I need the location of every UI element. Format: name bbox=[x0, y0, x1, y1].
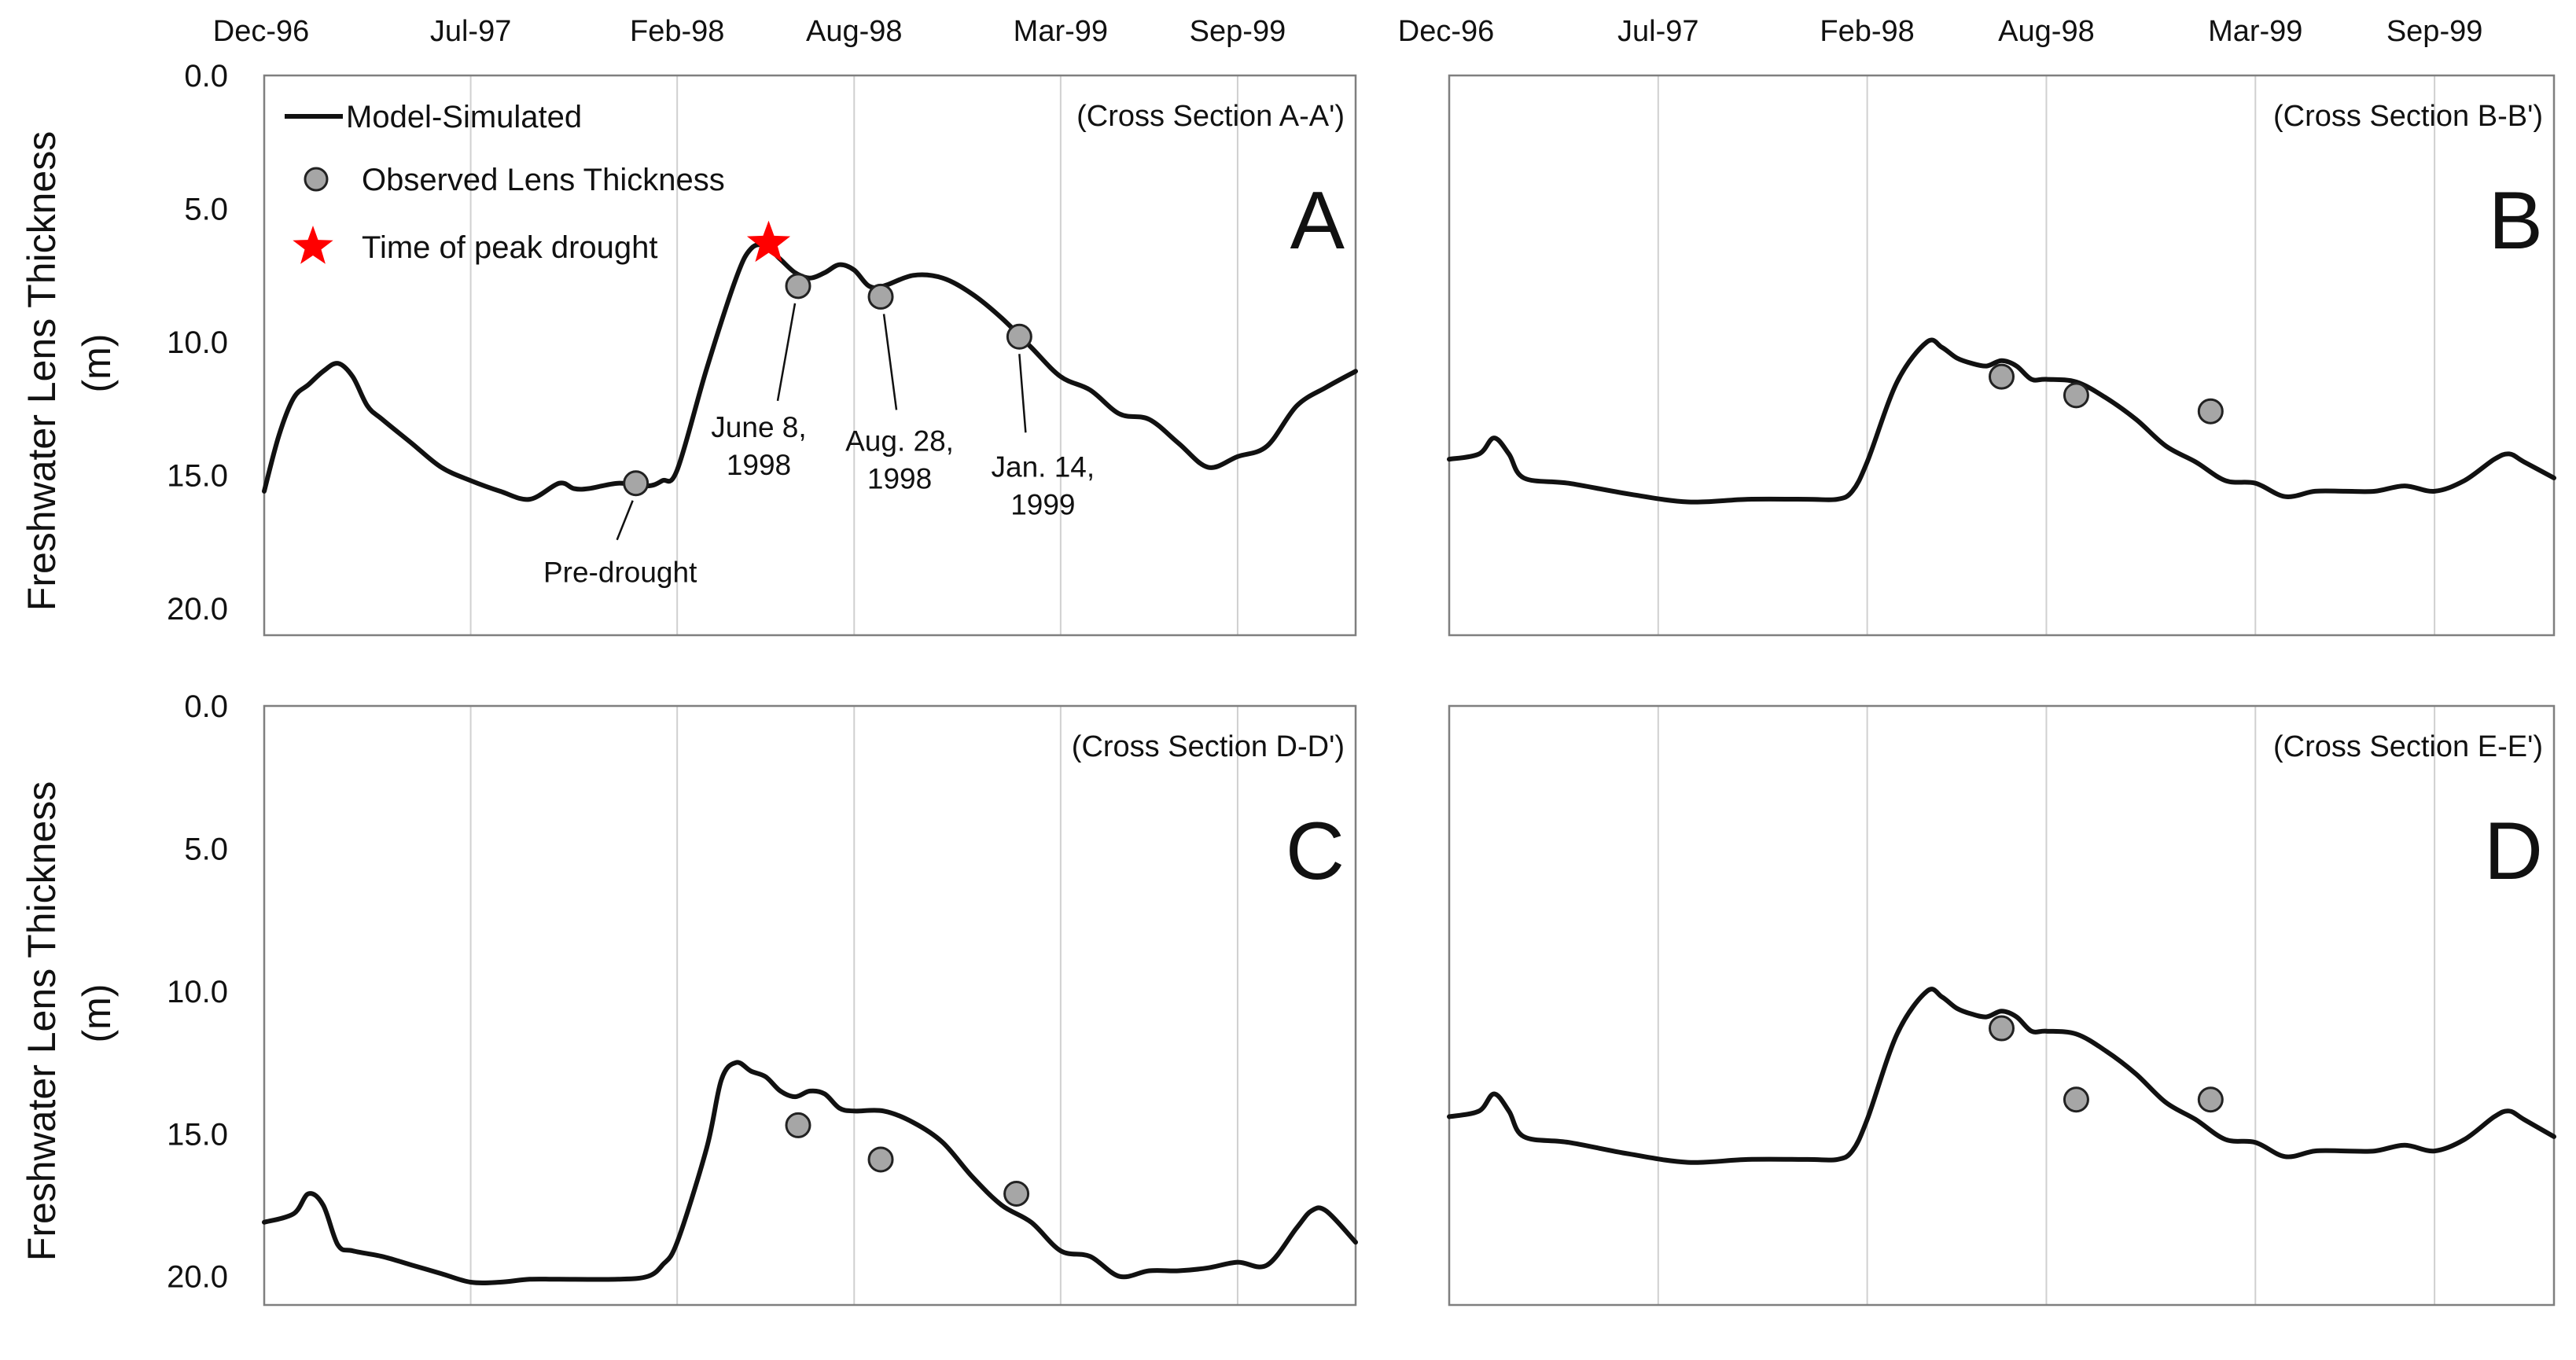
x-tick-label: Sep-99 bbox=[1190, 15, 1286, 48]
y-tick-label: 0.0 bbox=[184, 59, 228, 94]
y-tick-label: 15.0 bbox=[167, 1117, 228, 1152]
observed-point bbox=[2197, 398, 2224, 425]
legend-circle-symbol bbox=[304, 167, 329, 192]
y-axis-title-unit: (m) bbox=[75, 334, 119, 393]
x-tick-label: Dec-96 bbox=[1398, 15, 1495, 48]
y-tick-label: 20.0 bbox=[167, 1260, 228, 1295]
legend: Model-Simulated Observed Lens Thickness Ti… bbox=[285, 100, 725, 265]
observed-point bbox=[2063, 1086, 2089, 1113]
y-tick-label: 15.0 bbox=[167, 459, 228, 494]
y-axis-titles: Freshwater Lens Thickness (m)0.05.010.015… bbox=[20, 59, 228, 1295]
model-simulated-line bbox=[262, 1060, 1358, 1285]
x-tick-label: Jul-97 bbox=[1617, 15, 1699, 48]
plot-frame bbox=[1448, 704, 2556, 1307]
panel-title: (Cross Section E-E') bbox=[2273, 730, 2543, 763]
x-tick-label: Sep-99 bbox=[2386, 15, 2483, 48]
y-tick-label: 0.0 bbox=[184, 689, 228, 724]
observed-point bbox=[1989, 363, 2015, 390]
panel-b: (Cross Section B-B') B bbox=[1447, 74, 2556, 637]
panel-title: (Cross Section A-A') bbox=[1076, 100, 1345, 133]
annotation-label: Pre-drought bbox=[543, 557, 697, 589]
y-axis-title: Freshwater Lens Thickness bbox=[20, 131, 64, 611]
observed-point bbox=[2063, 382, 2089, 409]
top-x-axis: Dec-96 Jul-97 Feb-98 Aug-98 Mar-99 Sep-99 Dec-… bbox=[213, 15, 2483, 48]
x-tick-label: Jul-97 bbox=[430, 15, 512, 48]
annotation-leader bbox=[1018, 354, 1027, 433]
x-tick-label: Feb-98 bbox=[630, 15, 724, 48]
annotation-label: Jan. 14, bbox=[992, 450, 1095, 483]
y-tick-label: 5.0 bbox=[184, 193, 228, 227]
panel-letter: C bbox=[1286, 806, 1345, 897]
observed-point bbox=[2197, 1086, 2224, 1113]
panel-letter: D bbox=[2484, 806, 2543, 897]
annotation-label: June 8, bbox=[711, 411, 806, 443]
x-tick-label: Aug-98 bbox=[806, 15, 903, 48]
panel-c: (Cross Section D-D') C bbox=[262, 704, 1358, 1307]
legend-label: Model-Simulated bbox=[346, 100, 582, 134]
plot-frame bbox=[263, 74, 1357, 637]
y-tick-label: 20.0 bbox=[167, 592, 228, 627]
annotation-label: 1998 bbox=[727, 449, 791, 481]
x-tick-label: Dec-96 bbox=[213, 15, 310, 48]
legend-label: Time of peak drought bbox=[362, 230, 658, 265]
y-tick-label: 10.0 bbox=[167, 975, 228, 1009]
y-tick-label: 10.0 bbox=[167, 325, 228, 360]
panel-title: (Cross Section B-B') bbox=[2273, 100, 2543, 133]
x-tick-label: Mar-99 bbox=[1014, 15, 1108, 48]
y-axis-title: Freshwater Lens Thickness bbox=[20, 781, 64, 1261]
annotation-label: 1998 bbox=[867, 462, 932, 494]
observed-point bbox=[785, 273, 811, 300]
panel-a: (Cross Section A-A') A Model-Simulated Obse… bbox=[262, 74, 1358, 637]
annotation-label: Aug. 28, bbox=[845, 425, 954, 457]
annotation-label: 1999 bbox=[1010, 488, 1075, 520]
legend-label: Observed Lens Thickness bbox=[362, 163, 725, 197]
plot-frame bbox=[263, 704, 1357, 1307]
panel-letter: B bbox=[2489, 175, 2543, 266]
x-tick-label: Feb-98 bbox=[1820, 15, 1914, 48]
observed-point bbox=[785, 1112, 811, 1138]
panels: (Cross Section A-A') A Model-Simulated Obse… bbox=[262, 74, 2556, 1307]
annotation-leader bbox=[882, 314, 898, 410]
y-axis-title-unit: (m) bbox=[75, 984, 119, 1043]
model-simulated-line bbox=[1447, 337, 2556, 505]
observed-point bbox=[1003, 1180, 1030, 1207]
peak-drought-star bbox=[746, 220, 791, 263]
model-simulated-line bbox=[1447, 987, 2556, 1165]
observed-point bbox=[623, 470, 650, 497]
y-tick-label: 5.0 bbox=[184, 832, 228, 866]
annotation-leader bbox=[776, 303, 797, 402]
panel-d: (Cross Section E-E') D bbox=[1447, 704, 2556, 1307]
observed-point bbox=[1006, 323, 1032, 350]
annotation-leader bbox=[616, 500, 634, 541]
observed-point bbox=[1989, 1015, 2015, 1042]
x-tick-label: Mar-99 bbox=[2208, 15, 2302, 48]
x-tick-label: Aug-98 bbox=[1998, 15, 2095, 48]
observed-point bbox=[867, 1146, 894, 1173]
legend-star-symbol bbox=[293, 226, 333, 264]
observed-point bbox=[867, 283, 894, 310]
panel-title: (Cross Section D-D') bbox=[1072, 730, 1345, 763]
panel-letter: A bbox=[1290, 175, 1345, 266]
plot-frame bbox=[1448, 74, 2556, 637]
